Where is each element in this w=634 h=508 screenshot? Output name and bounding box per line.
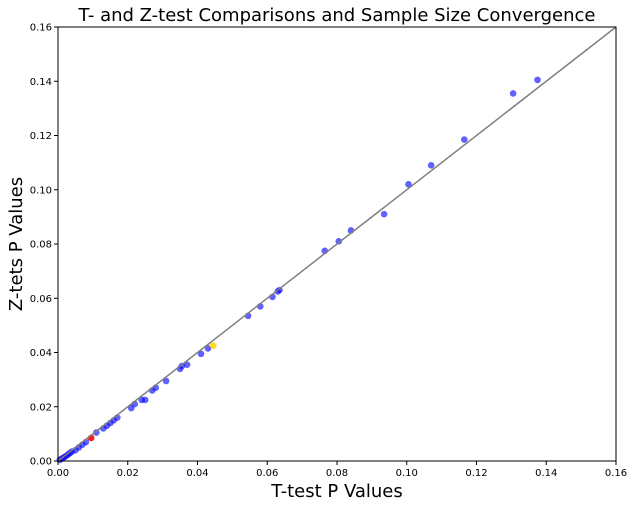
x-tick-label: 0.10 [396,468,418,479]
y-tick-label: 0.06 [30,294,52,305]
x-tick-label: 0.12 [465,468,487,479]
data-point [178,362,186,370]
data-point [209,342,217,350]
y-tick-label: 0.10 [30,185,52,196]
y-tick-label: 0.02 [30,402,52,413]
x-tick-label: 0.00 [47,468,69,479]
y-axis-label: Z-tets P Values [6,177,27,311]
y-tick-label: 0.12 [30,131,52,142]
data-point [335,237,343,245]
y-tick-label: 0.00 [30,457,52,468]
data-point [534,76,541,84]
x-axis-label: T-test P Values [270,481,403,502]
data-point [380,210,388,218]
data-point [427,162,435,169]
x-tick-label: 0.06 [256,468,278,479]
y-tick-label: 0.08 [30,240,52,251]
y-tick-label: 0.04 [30,348,52,359]
x-tick-label: 0.14 [535,468,557,479]
y-tick-label: 0.16 [30,23,52,34]
y-axis: 0.00 0.02 0.04 0.06 0.08 0.10 0.12 0.14 0.16 [30,23,58,468]
chart-title: T- and Z-test Comparisons and Sample Siz… [78,5,596,26]
data-point [197,350,205,358]
data-point [509,90,517,97]
data-point [204,345,212,352]
x-tick-label: 0.04 [186,468,208,479]
y-tick-label: 0.14 [30,77,52,88]
data-point [162,377,170,385]
data-point [93,429,100,436]
x-axis: 0.00 0.02 0.04 0.06 0.08 0.10 0.12 0.14 0.16 [47,461,627,479]
points-layer [56,76,541,464]
x-tick-label: 0.08 [326,468,348,479]
data-point [276,286,283,294]
x-tick-label: 0.02 [117,468,139,479]
reference-line [57,26,617,462]
data-point [183,361,191,369]
x-tick-label: 0.16 [605,468,627,479]
data-point [141,396,149,404]
data-point [460,136,468,143]
data-point [405,181,412,188]
